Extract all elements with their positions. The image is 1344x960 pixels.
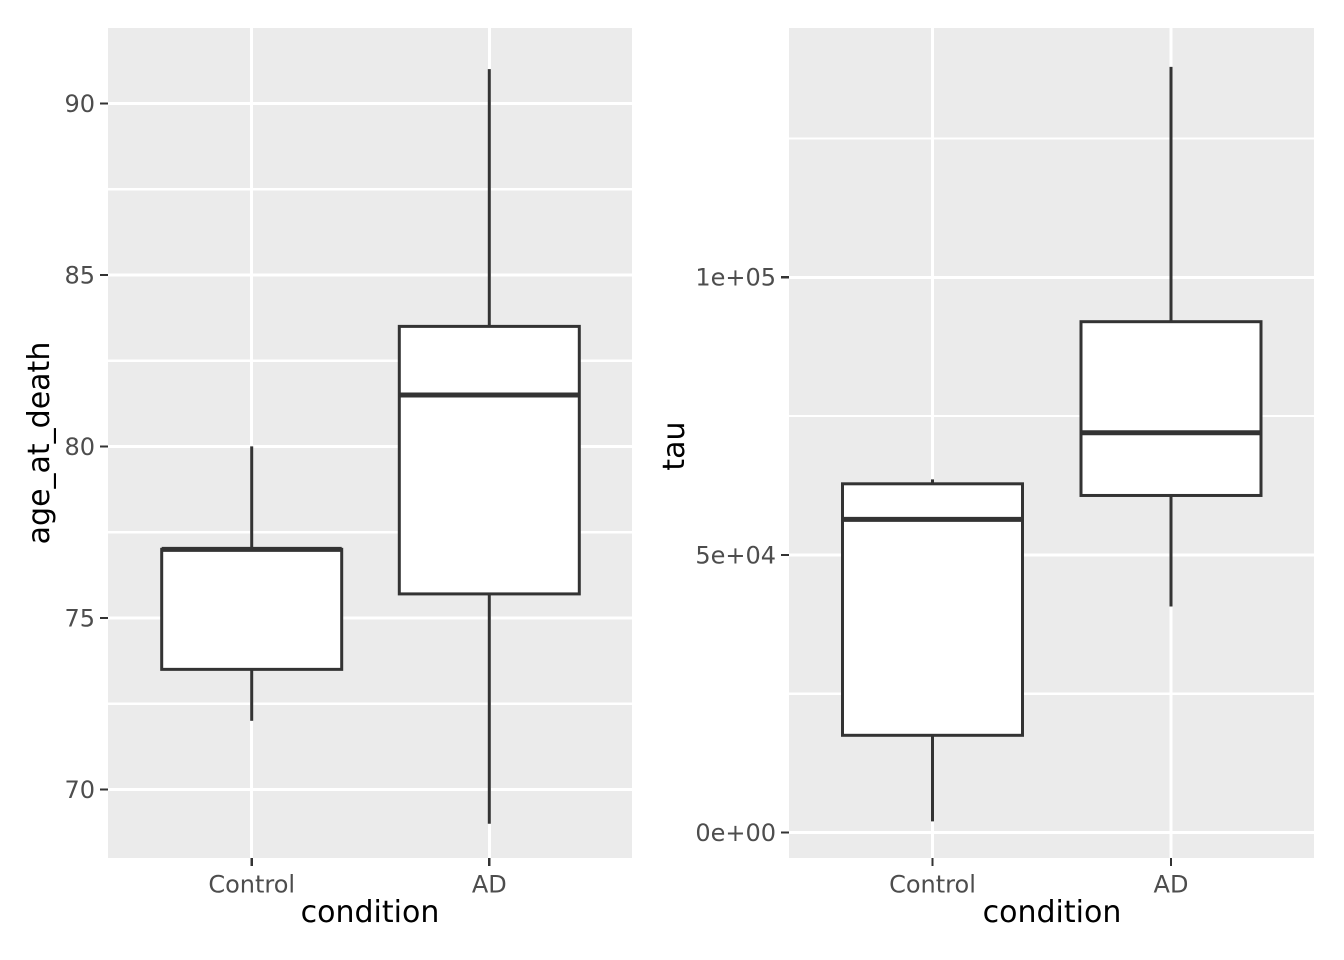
x-tick-label-control: Control [889,870,976,898]
y-tick-label: 1e+05 [695,264,776,292]
x-axis-title-left: condition [300,895,440,930]
y-tick-label: 0e+00 [695,819,776,847]
y-tick-label: 80 [64,433,95,461]
y-tick-label: 90 [64,90,95,118]
box-ad [397,324,581,596]
box-control [160,547,344,671]
y-tick-label: 85 [64,261,95,289]
x-tick-label-ad: AD [1154,870,1189,898]
x-tick-label-control: Control [208,870,295,898]
x-axis-title-right: condition [982,895,1122,930]
x-tick-label-ad: AD [472,870,507,898]
y-axis-title-left: age_at_death [22,341,57,545]
y-tick-label: 70 [64,776,95,804]
box-ad [1079,320,1263,497]
y-tick-label: 75 [64,604,95,632]
y-tick-label: 5e+04 [695,541,776,569]
y-axis-title-right: tau [657,421,692,471]
box-control [841,482,1024,737]
